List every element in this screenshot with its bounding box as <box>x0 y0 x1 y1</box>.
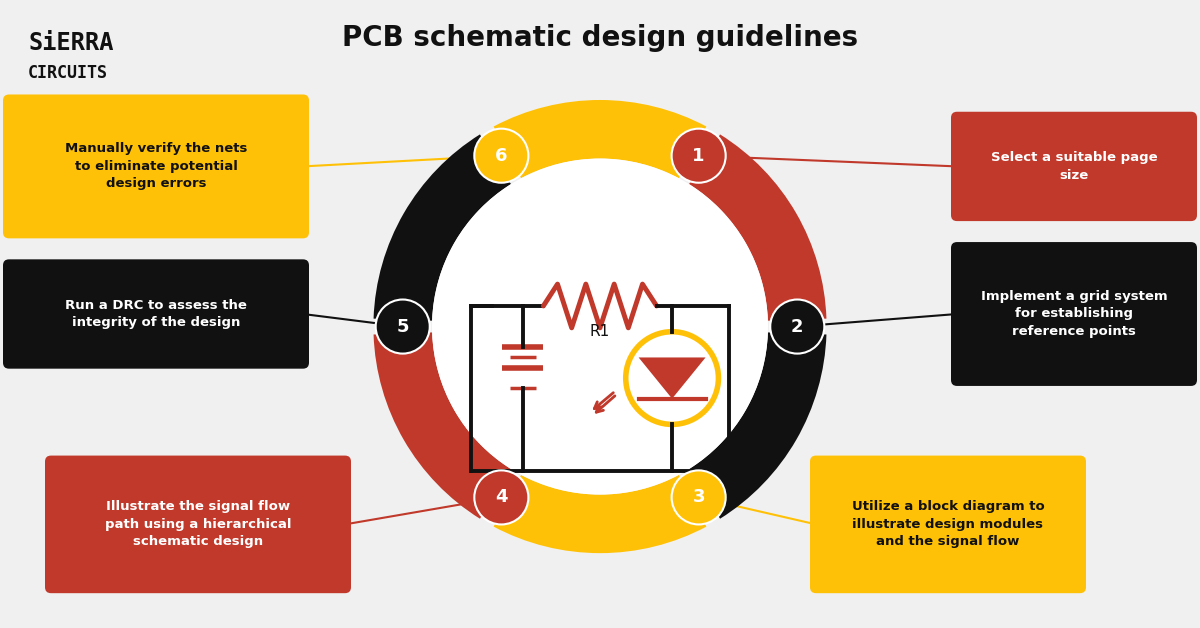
Circle shape <box>376 300 430 354</box>
Text: 2: 2 <box>791 318 804 335</box>
FancyBboxPatch shape <box>952 112 1198 221</box>
Wedge shape <box>493 100 707 178</box>
Polygon shape <box>638 357 706 399</box>
Text: PCB schematic design guidelines: PCB schematic design guidelines <box>342 24 858 52</box>
Text: Run a DRC to assess the
integrity of the design: Run a DRC to assess the integrity of the… <box>65 299 247 329</box>
Wedge shape <box>373 332 511 519</box>
FancyBboxPatch shape <box>4 94 310 239</box>
Text: 4: 4 <box>496 489 508 506</box>
Text: 6: 6 <box>496 147 508 165</box>
Text: Manually verify the nets
to eliminate potential
design errors: Manually verify the nets to eliminate po… <box>65 143 247 190</box>
Text: Illustrate the signal flow
path using a hierarchical
schematic design: Illustrate the signal flow path using a … <box>104 501 292 548</box>
FancyBboxPatch shape <box>4 259 310 369</box>
Circle shape <box>474 129 528 183</box>
Circle shape <box>672 470 726 524</box>
Circle shape <box>770 300 824 354</box>
Text: SIERRA
CIRCUITS: SIERRA CIRCUITS <box>463 285 737 394</box>
Text: 3: 3 <box>692 489 704 506</box>
FancyBboxPatch shape <box>810 455 1086 593</box>
Wedge shape <box>689 332 827 519</box>
Text: Select a suitable page
size: Select a suitable page size <box>991 151 1157 181</box>
Text: 1: 1 <box>692 147 704 165</box>
Text: 5: 5 <box>396 318 409 335</box>
Circle shape <box>474 470 528 524</box>
Wedge shape <box>689 134 827 321</box>
Text: Utilize a block diagram to
illustrate design modules
and the signal flow: Utilize a block diagram to illustrate de… <box>852 501 1044 548</box>
Text: SiERRA: SiERRA <box>28 31 114 55</box>
Circle shape <box>672 129 726 183</box>
Wedge shape <box>373 134 511 321</box>
Wedge shape <box>493 475 707 553</box>
Circle shape <box>432 158 768 495</box>
FancyBboxPatch shape <box>46 455 352 593</box>
Text: R1: R1 <box>590 324 610 339</box>
Text: CIRCUITS: CIRCUITS <box>28 64 108 82</box>
FancyBboxPatch shape <box>952 242 1198 386</box>
Text: Implement a grid system
for establishing
reference points: Implement a grid system for establishing… <box>980 290 1168 338</box>
